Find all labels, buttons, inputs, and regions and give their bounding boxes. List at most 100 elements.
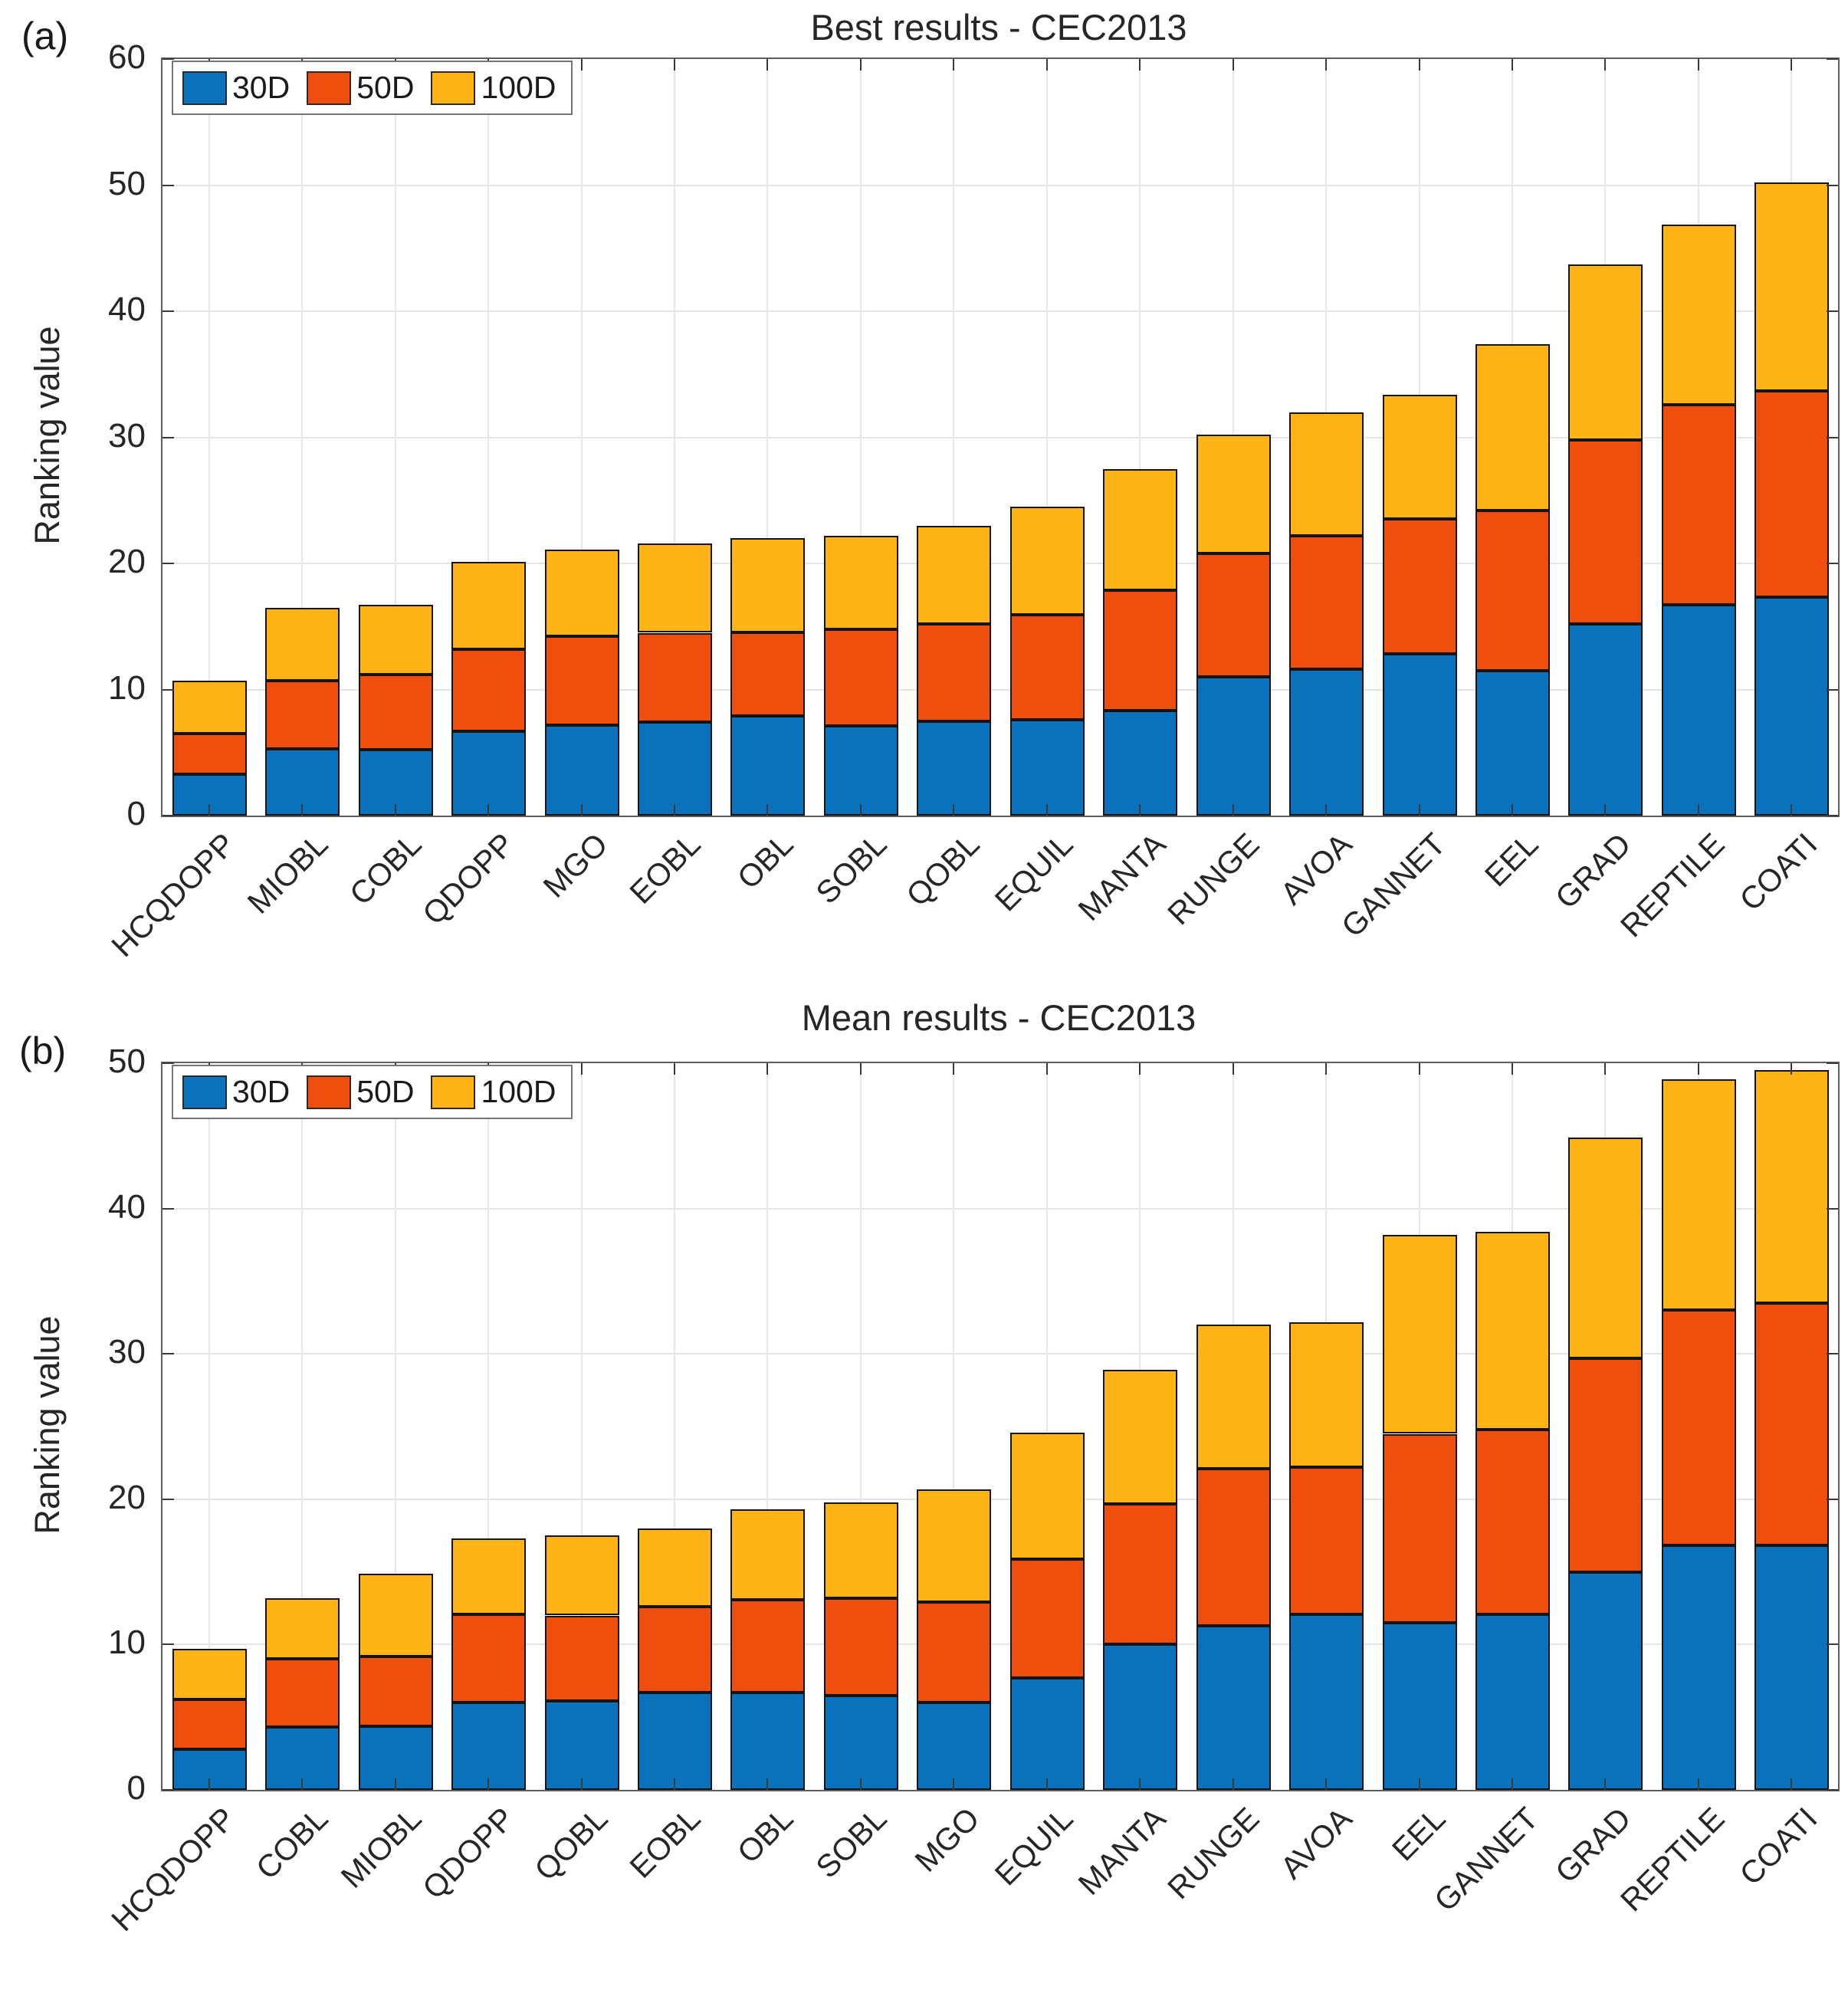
bar-segment-100d — [637, 543, 712, 633]
bar-segment-100d — [1382, 1234, 1457, 1434]
bar-segment-50d — [1567, 439, 1643, 624]
bar-segment-30d — [1567, 623, 1643, 816]
y-tick-mark — [1827, 1643, 1838, 1646]
x-tick-mark — [1604, 804, 1606, 816]
legend-swatch-50d — [307, 71, 352, 105]
bar-segment-30d — [544, 724, 619, 816]
bar-equil — [1009, 1432, 1085, 1790]
x-tick-mark — [487, 1063, 489, 1075]
bar-segment-100d — [1102, 468, 1177, 590]
x-tick-mark — [208, 59, 210, 71]
bar-obl — [730, 1509, 805, 1790]
x-tick-label: OBL — [730, 826, 800, 896]
bar-segment-100d — [172, 681, 247, 734]
bar-segment-30d — [172, 773, 247, 816]
bar-segment-30d — [172, 1748, 247, 1790]
x-tick-mark — [1046, 1063, 1048, 1075]
x-tick-label: QDOPP — [415, 1801, 521, 1906]
bar-hcqdopp — [172, 681, 247, 816]
bar-segment-100d — [358, 1573, 433, 1656]
x-tick-mark — [487, 1778, 489, 1790]
bar-grad — [1567, 264, 1643, 816]
bar-segment-100d — [1754, 182, 1829, 391]
y-tick-label: 0 — [126, 1769, 146, 1807]
h-gridline — [162, 688, 1838, 691]
bar-segment-50d — [730, 1599, 805, 1693]
bar-segment-50d — [1661, 1310, 1736, 1546]
bar-segment-30d — [637, 1692, 712, 1790]
bar-segment-100d — [1661, 224, 1736, 405]
bar-segment-50d — [544, 636, 619, 725]
bar-segment-50d — [358, 674, 433, 750]
v-gridline — [953, 59, 954, 816]
x-tick-label: EEL — [1478, 826, 1545, 894]
bar-segment-50d — [451, 1614, 526, 1703]
bar-segment-30d — [1567, 1571, 1643, 1790]
x-tick-mark — [766, 59, 768, 71]
chart-title-mean: Mean results - CEC2013 — [801, 997, 1196, 1038]
bar-segment-30d — [1661, 1545, 1736, 1790]
x-tick-label: EQUIL — [987, 1801, 1080, 1893]
x-tick-mark — [395, 59, 396, 71]
bar-runge — [1196, 435, 1271, 816]
x-tick-label: RUNGE — [1160, 1801, 1266, 1906]
bar-segment-50d — [451, 648, 526, 731]
y-tick-label: 50 — [108, 164, 146, 202]
h-gridline — [162, 1353, 1838, 1355]
x-tick-mark — [487, 59, 489, 71]
bar-segment-50d — [1475, 1429, 1550, 1614]
bar-reptile — [1661, 1079, 1736, 1790]
bar-miobl — [264, 607, 340, 816]
y-tick-label: 20 — [108, 543, 146, 580]
x-tick-mark — [208, 804, 210, 816]
x-tick-mark — [1233, 1778, 1234, 1790]
y-tick-mark — [162, 688, 174, 691]
x-tick-mark — [1233, 804, 1234, 816]
v-gridline — [1046, 1063, 1048, 1790]
x-tick-mark — [1139, 59, 1141, 71]
v-gridline — [1233, 1063, 1234, 1790]
v-gridline — [1604, 59, 1606, 816]
x-tick-mark — [1604, 1778, 1606, 1790]
bar-segment-100d — [1288, 412, 1364, 536]
y-tick-mark — [1827, 563, 1838, 564]
y-tick-mark — [1827, 1062, 1838, 1064]
x-tick-mark — [1791, 804, 1792, 816]
bar-segment-100d — [916, 525, 991, 624]
bar-segment-30d — [264, 1727, 340, 1790]
x-tick-mark — [674, 1778, 675, 1790]
bar-segment-30d — [1102, 1644, 1177, 1790]
bar-segment-100d — [1288, 1322, 1364, 1468]
x-tick-label: GANNET — [1334, 826, 1452, 944]
legend-swatch-30d — [182, 71, 227, 105]
legend-swatch-100d — [431, 71, 476, 105]
x-tick-mark — [208, 1778, 210, 1790]
x-tick-mark — [766, 1778, 768, 1790]
panel-label-b: (b) — [19, 1029, 67, 1072]
h-gridline — [162, 1498, 1838, 1500]
bar-manta — [1102, 468, 1177, 816]
bar-segment-30d — [916, 1702, 991, 1790]
y-tick-mark — [162, 1789, 174, 1791]
bar-qobl — [544, 1535, 619, 1790]
bar-segment-100d — [1475, 1231, 1550, 1430]
x-tick-mark — [1791, 1778, 1792, 1790]
x-tick-mark — [1791, 1063, 1792, 1075]
v-gridline — [1139, 59, 1141, 816]
legend-item-30d: 30D — [182, 1074, 307, 1110]
y-tick-mark — [162, 310, 174, 312]
x-tick-mark — [1325, 1063, 1327, 1075]
x-tick-mark — [766, 804, 768, 816]
bar-segment-50d — [1382, 1433, 1457, 1623]
bar-segment-100d — [451, 562, 526, 649]
bar-segment-50d — [637, 1607, 712, 1693]
legend-label-30d: 30D — [232, 1074, 290, 1109]
y-tick-label: 0 — [126, 795, 146, 832]
v-gridline — [674, 59, 675, 816]
bar-segment-50d — [264, 681, 340, 749]
bar-segment-100d — [637, 1528, 712, 1607]
v-gridline — [860, 1063, 862, 1790]
bar-segment-30d — [1009, 719, 1085, 816]
y-tick-mark — [162, 58, 174, 60]
x-tick-label: COBL — [249, 1801, 335, 1886]
